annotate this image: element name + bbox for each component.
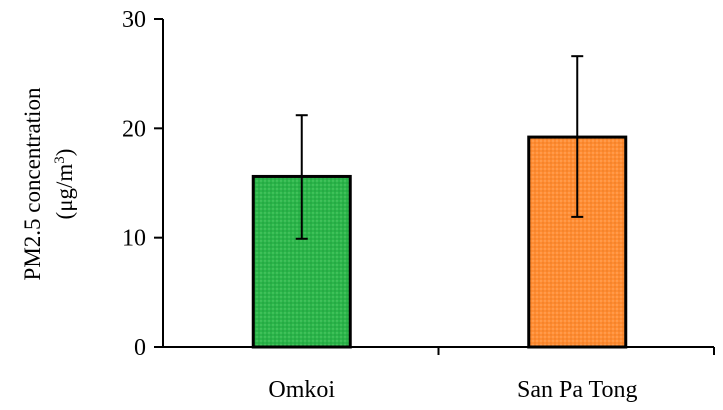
y-tick-label-30: 30 xyxy=(122,7,146,33)
y-axis-unit-prefix: (μg/m xyxy=(52,164,77,220)
y-tick-label-20: 20 xyxy=(122,116,146,142)
y-axis-title-line2: (μg/m3) xyxy=(52,149,77,220)
plot-area: 0 10 20 30 Omkoi San Pa Tong xyxy=(122,7,715,403)
category-label-san-pa-tong: San Pa Tong xyxy=(517,377,638,403)
y-axis-unit-suffix: ) xyxy=(52,149,77,157)
category-label-omkoi: Omkoi xyxy=(268,377,335,403)
y-axis-title: PM2.5 concentration (μg/m3) xyxy=(20,87,77,280)
y-tick-label-10: 10 xyxy=(122,226,146,252)
y-axis-title-line1: PM2.5 concentration xyxy=(20,87,45,280)
y-axis-unit-superscript: 3 xyxy=(52,156,68,164)
y-tick-label-0: 0 xyxy=(134,335,146,361)
